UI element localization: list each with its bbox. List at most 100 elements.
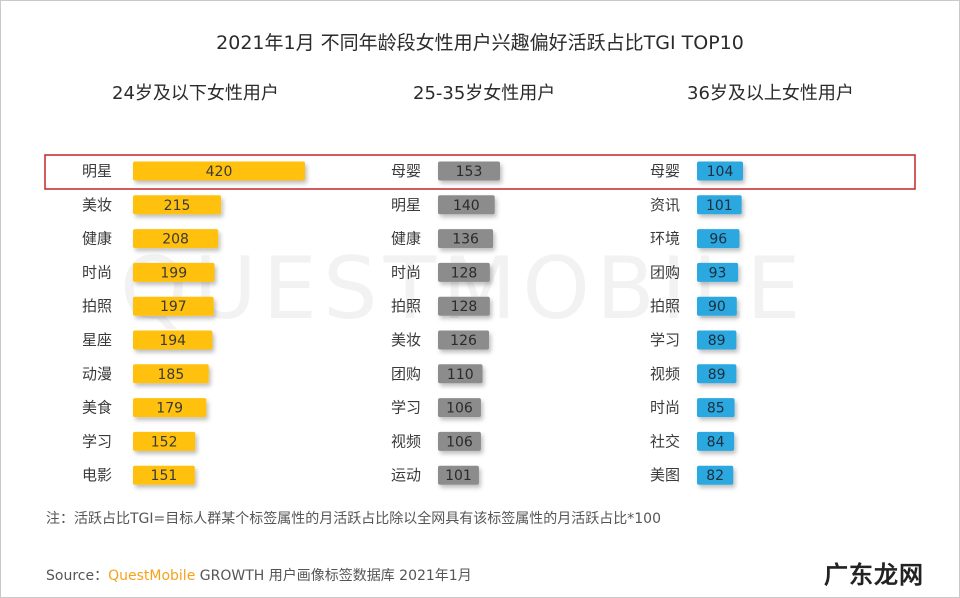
bar	[697, 431, 735, 451]
panel-title-36-plus: 36岁及以上女性用户	[687, 83, 854, 104]
panel-title-25-35: 25-35岁女性用户	[413, 83, 556, 104]
bar-value-label: 89	[708, 333, 726, 349]
top-row-highlight-box	[44, 154, 916, 190]
bar-value-label: 93	[709, 265, 727, 281]
bar-value-label: 153	[456, 164, 483, 180]
bar-value-label: 199	[160, 265, 187, 281]
bar	[438, 330, 490, 350]
bar	[438, 465, 479, 485]
bar	[697, 195, 742, 215]
category-label: 学习	[82, 432, 112, 450]
bar-value-label: 194	[159, 333, 186, 349]
bar	[133, 364, 209, 384]
bar	[133, 161, 305, 181]
bar	[438, 161, 500, 181]
bar-value-label: 89	[708, 367, 726, 383]
bar-value-label: 126	[450, 333, 477, 349]
category-label: 拍照	[650, 297, 680, 315]
category-label: 健康	[391, 230, 421, 248]
bar	[438, 229, 494, 249]
bar	[697, 330, 737, 350]
chart-title: 2021年1月 不同年龄段女性用户兴趣偏好活跃占比TGI TOP10	[216, 32, 744, 54]
bar-value-label: 85	[707, 401, 725, 417]
category-label: 明星	[82, 162, 112, 180]
bar-value-label: 152	[151, 434, 178, 450]
bar-value-label: 84	[707, 434, 725, 450]
category-label: 美妆	[391, 331, 421, 349]
category-label: 明星	[391, 196, 421, 214]
bar-value-label: 101	[706, 198, 733, 214]
bar-value-label: 151	[151, 468, 178, 484]
source-prefix: Source：	[46, 568, 109, 584]
bar-value-label: 104	[707, 164, 734, 180]
bar-value-label: 101	[445, 468, 472, 484]
bar-value-label: 128	[451, 265, 478, 281]
bar	[697, 262, 739, 282]
bar-value-label: 90	[708, 299, 726, 315]
category-label: 母婴	[650, 162, 680, 180]
category-label: 学习	[650, 331, 680, 349]
bar	[438, 296, 490, 316]
source-brand: QuestMobile	[108, 568, 196, 584]
bar-value-label: 197	[160, 299, 187, 315]
bar	[133, 431, 196, 451]
bar-value-label: 106	[446, 401, 473, 417]
category-label: 学习	[391, 399, 421, 417]
bar	[697, 296, 737, 316]
panel-title-under-24: 24岁及以下女性用户	[112, 83, 279, 104]
bar	[697, 364, 737, 384]
category-label: 美妆	[82, 196, 112, 214]
bar-value-label: 215	[164, 198, 191, 214]
bar-value-label: 140	[453, 198, 480, 214]
category-label: 动漫	[82, 365, 112, 383]
category-label: 美食	[82, 399, 112, 417]
category-label: 视频	[391, 432, 421, 450]
category-label: 时尚	[650, 399, 680, 417]
bar	[133, 330, 213, 350]
category-label: 拍照	[82, 297, 112, 315]
watermark-text: QUESTMOBILE	[120, 239, 807, 339]
source-suffix: GROWTH 用户画像标签数据库 2021年1月	[195, 568, 472, 584]
category-label: 星座	[82, 331, 112, 349]
bar-value-label: 128	[451, 299, 478, 315]
bar	[438, 364, 483, 384]
bar	[697, 398, 735, 418]
category-label: 团购	[391, 365, 421, 383]
bar	[438, 262, 490, 282]
bar	[438, 398, 481, 418]
bar-value-label: 185	[158, 367, 185, 383]
footnote: 注：活跃占比TGI=目标人群某个标签属性的月活跃占比除以全网具有该标签属性的月活…	[46, 511, 661, 527]
bar-value-label: 82	[706, 468, 724, 484]
category-label: 视频	[650, 365, 680, 383]
bar	[133, 398, 207, 418]
bar	[438, 431, 481, 451]
category-label: 美图	[650, 466, 680, 484]
bar-value-label: 208	[162, 232, 189, 248]
watermark: QUESTMOBILE	[120, 239, 807, 339]
category-label: 电影	[82, 466, 112, 484]
bar	[133, 465, 195, 485]
category-label: 健康	[82, 230, 112, 248]
bar-value-label: 136	[452, 232, 479, 248]
bar	[133, 262, 215, 282]
bar	[133, 296, 214, 316]
bar-value-label: 96	[709, 232, 727, 248]
bar	[438, 195, 495, 215]
category-label: 拍照	[391, 297, 421, 315]
bar-value-label: 420	[206, 164, 233, 180]
bar-value-label: 110	[447, 367, 474, 383]
category-label: 母婴	[391, 162, 421, 180]
bar-value-label: 106	[446, 434, 473, 450]
source-line: Source：QuestMobile GROWTH 用户画像标签数据库 2021…	[46, 565, 472, 585]
corner-watermark: 广东龙网	[824, 561, 924, 589]
category-label: 社交	[650, 432, 680, 450]
category-label: 时尚	[391, 263, 421, 281]
category-label: 资讯	[650, 196, 680, 214]
category-label: 环境	[650, 230, 680, 248]
bar	[697, 465, 734, 485]
bar	[133, 195, 222, 215]
bar-value-label: 179	[156, 401, 183, 417]
category-label: 运动	[391, 466, 421, 484]
bar	[133, 229, 219, 249]
